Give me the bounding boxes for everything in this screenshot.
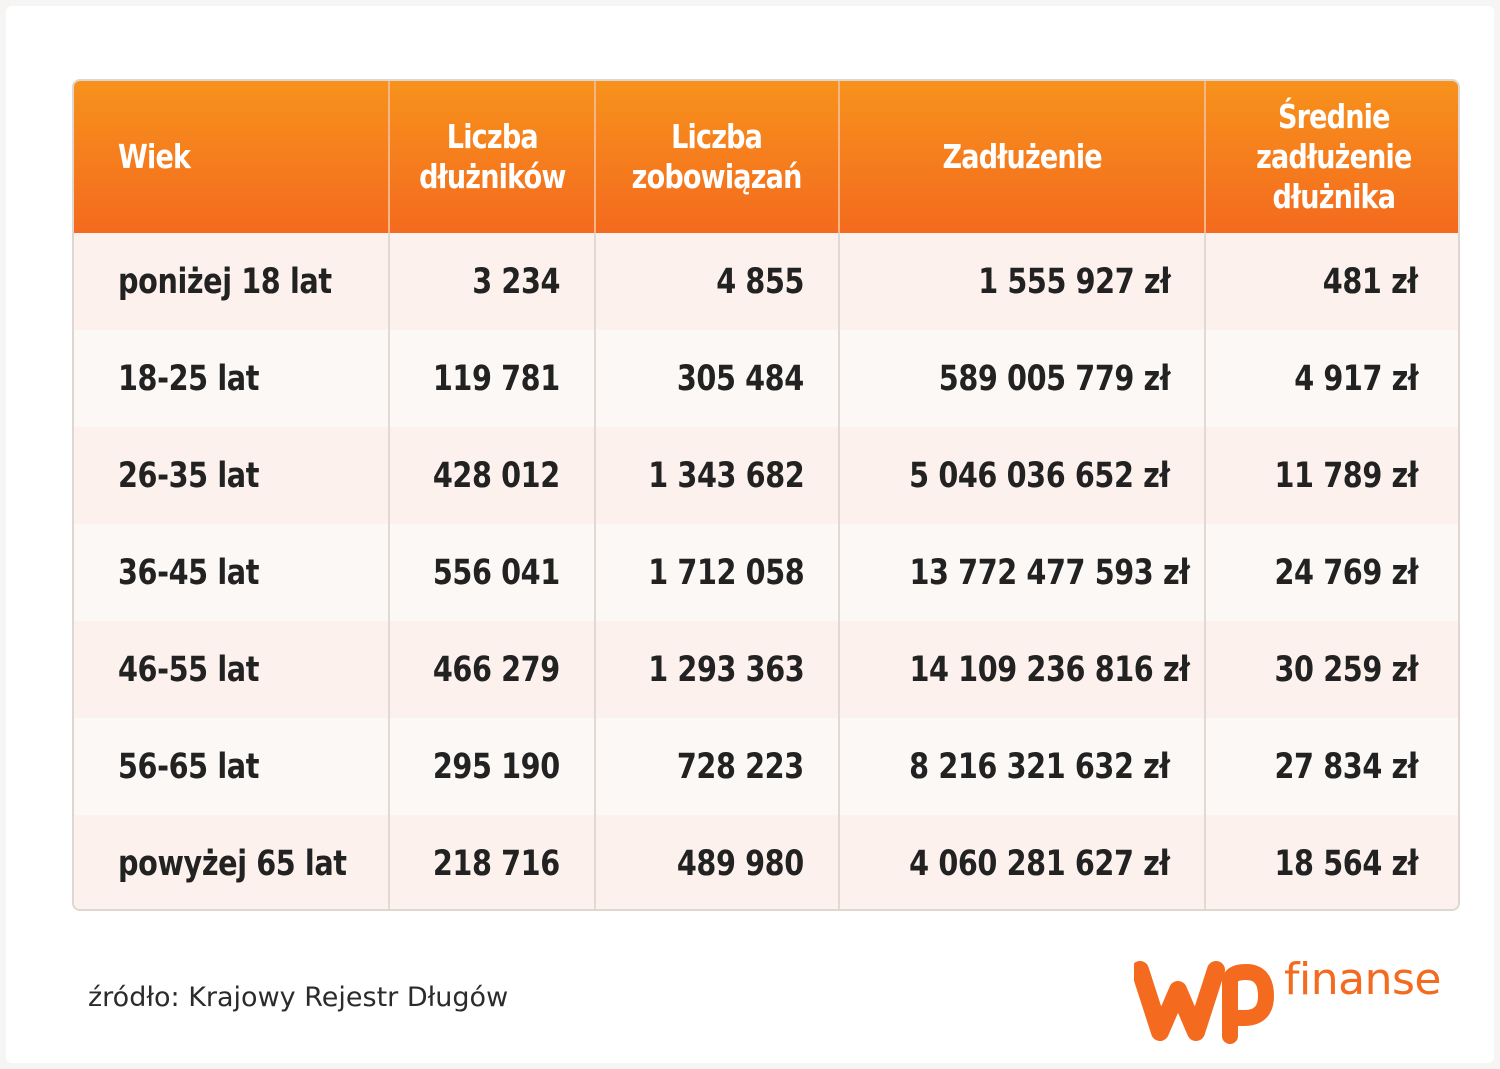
table-row: poniżej 18 lat 3 234 4 855 1 555 927 zł 481 …	[74, 233, 1458, 330]
cell-value: 4 060 281 627 zł	[909, 843, 1171, 884]
cell-value: 4 855	[716, 261, 804, 302]
cell-value: 489 980	[677, 843, 804, 884]
cell-value: 46-55 lat	[118, 649, 260, 690]
cell-value: 56-65 lat	[118, 746, 260, 787]
cell-debtors-count: 295 190	[389, 718, 596, 815]
cell-average-debt: 18 564 zł	[1205, 815, 1458, 909]
cell-value: 13 772 477 593 zł	[909, 552, 1190, 593]
header-label: Liczba dłużników	[418, 117, 566, 196]
cell-value: 466 279	[433, 649, 560, 690]
cell-age-group: 26-35 lat	[74, 427, 390, 524]
debt-by-age-table: Wiek Liczba dłużników Liczba zobowiązań Zadłu…	[74, 81, 1458, 909]
cell-value: 1 343 682	[647, 455, 804, 496]
cell-debtors-count: 428 012	[389, 427, 596, 524]
column-header-age: Wiek	[74, 81, 390, 233]
cell-obligations-count: 728 223	[595, 718, 840, 815]
cell-total-debt: 1 555 927 zł	[839, 233, 1206, 330]
cell-value: 8 216 321 632 zł	[909, 746, 1171, 787]
header-label: Zadłużenie	[942, 137, 1102, 176]
header-label: Średnie zadłużenie dłużnika	[1256, 97, 1412, 216]
cell-value: 36-45 lat	[118, 552, 260, 593]
cell-value: 18-25 lat	[118, 358, 260, 399]
cell-value: 14 109 236 816 zł	[909, 649, 1190, 690]
table-row: powyżej 65 lat 218 716 489 980 4 060 281 62…	[74, 815, 1458, 909]
header-row: Wiek Liczba dłużników Liczba zobowiązań Zadłu…	[74, 81, 1458, 233]
cell-average-debt: 27 834 zł	[1205, 718, 1458, 815]
cell-value: 11 789 zł	[1274, 455, 1419, 496]
cell-average-debt: 24 769 zł	[1205, 524, 1458, 621]
cell-value: 218 716	[433, 843, 560, 884]
table-row: 56-65 lat 295 190 728 223 8 216 321 632 zł 2…	[74, 718, 1458, 815]
cell-debtors-count: 119 781	[389, 330, 596, 427]
cell-value: 1 555 927 zł	[977, 261, 1171, 302]
table-row: 46-55 lat 466 279 1 293 363 14 109 236 816 …	[74, 621, 1458, 718]
cell-value: 428 012	[433, 455, 560, 496]
cell-debtors-count: 218 716	[389, 815, 596, 909]
cell-total-debt: 13 772 477 593 zł	[839, 524, 1206, 621]
cell-value: 4 917 zł	[1294, 358, 1418, 399]
cell-value: 119 781	[433, 358, 560, 399]
wp-logo-icon	[1134, 961, 1274, 1044]
cell-value: 3 234	[472, 261, 560, 302]
cell-value: 30 259 zł	[1274, 649, 1419, 690]
cell-total-debt: 8 216 321 632 zł	[839, 718, 1206, 815]
cell-value: 556 041	[433, 552, 560, 593]
cell-value: powyżej 65 lat	[118, 843, 347, 884]
wp-finanse-brand: finanse	[1134, 954, 1444, 1044]
cell-average-debt: 11 789 zł	[1205, 427, 1458, 524]
infographic-card: Wiek Liczba dłużników Liczba zobowiązań Zadłu…	[6, 6, 1494, 1063]
column-header-debtors: Liczba dłużników	[389, 81, 596, 233]
cell-value: poniżej 18 lat	[118, 261, 332, 302]
cell-value: 24 769 zł	[1274, 552, 1419, 593]
table-row: 18-25 lat 119 781 305 484 589 005 779 zł 4 9…	[74, 330, 1458, 427]
cell-obligations-count: 489 980	[595, 815, 840, 909]
cell-value: 26-35 lat	[118, 455, 260, 496]
header-label: Wiek	[118, 137, 191, 176]
column-header-average-debt: Średnie zadłużenie dłużnika	[1205, 81, 1458, 233]
cell-age-group: 36-45 lat	[74, 524, 390, 621]
cell-average-debt: 4 917 zł	[1205, 330, 1458, 427]
cell-debtors-count: 556 041	[389, 524, 596, 621]
cell-obligations-count: 1 712 058	[595, 524, 840, 621]
header-label: Liczba zobowiązań	[632, 117, 803, 196]
cell-value: 1 712 058	[647, 552, 804, 593]
cell-value: 27 834 zł	[1274, 746, 1419, 787]
cell-total-debt: 589 005 779 zł	[839, 330, 1206, 427]
table-header: Wiek Liczba dłużników Liczba zobowiązań Zadłu…	[74, 81, 1458, 233]
cell-debtors-count: 3 234	[389, 233, 596, 330]
cell-age-group: 56-65 lat	[74, 718, 390, 815]
cell-obligations-count: 4 855	[595, 233, 840, 330]
cell-obligations-count: 1 343 682	[595, 427, 840, 524]
cell-value: 295 190	[433, 746, 560, 787]
cell-obligations-count: 305 484	[595, 330, 840, 427]
cell-total-debt: 4 060 281 627 zł	[839, 815, 1206, 909]
cell-total-debt: 14 109 236 816 zł	[839, 621, 1206, 718]
cell-value: 1 293 363	[647, 649, 804, 690]
source-note: źródło: Krajowy Rejestr Długów	[88, 982, 509, 1013]
cell-value: 5 046 036 652 zł	[909, 455, 1171, 496]
cell-value: 305 484	[677, 358, 804, 399]
table-row: 26-35 lat 428 012 1 343 682 5 046 036 652 z…	[74, 427, 1458, 524]
table-body: poniżej 18 lat 3 234 4 855 1 555 927 zł 481 …	[74, 233, 1458, 909]
cell-age-group: powyżej 65 lat	[74, 815, 390, 909]
cell-value: 589 005 779 zł	[938, 358, 1171, 399]
column-header-obligations: Liczba zobowiązań	[595, 81, 840, 233]
cell-value: 728 223	[677, 746, 804, 787]
cell-age-group: 46-55 lat	[74, 621, 390, 718]
cell-value: 18 564 zł	[1274, 843, 1419, 884]
cell-debtors-count: 466 279	[389, 621, 596, 718]
column-header-debt: Zadłużenie	[839, 81, 1206, 233]
brand-name: finanse	[1284, 954, 1441, 1005]
cell-age-group: poniżej 18 lat	[74, 233, 390, 330]
cell-average-debt: 481 zł	[1205, 233, 1458, 330]
table-row: 36-45 lat 556 041 1 712 058 13 772 477 593 …	[74, 524, 1458, 621]
cell-average-debt: 30 259 zł	[1205, 621, 1458, 718]
cell-obligations-count: 1 293 363	[595, 621, 840, 718]
debt-table-container: Wiek Liczba dłużników Liczba zobowiązań Zadłu…	[72, 79, 1460, 911]
cell-age-group: 18-25 lat	[74, 330, 390, 427]
cell-value: 481 zł	[1323, 261, 1418, 302]
cell-total-debt: 5 046 036 652 zł	[839, 427, 1206, 524]
